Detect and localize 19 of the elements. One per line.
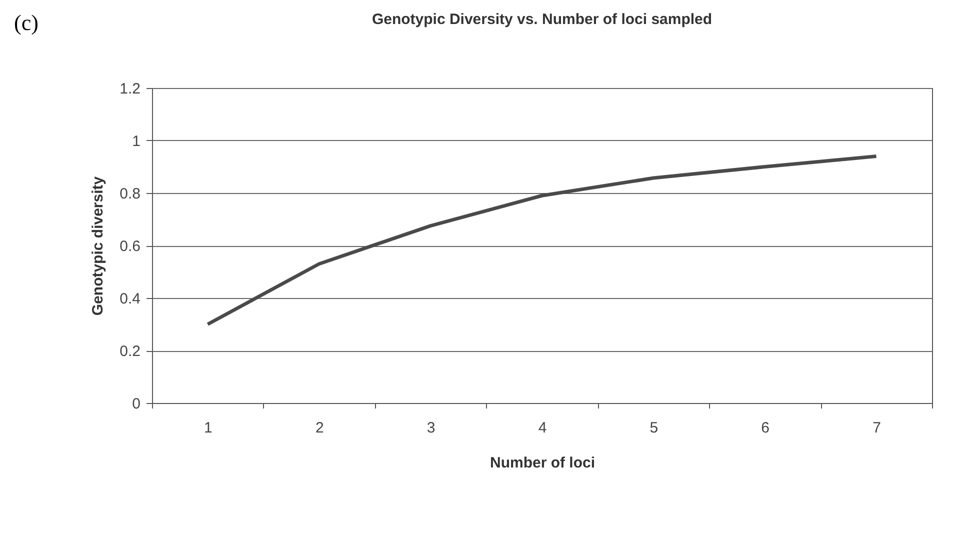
y-tick-label: 0 — [132, 396, 140, 412]
line-series — [206, 154, 878, 326]
y-tick-label: 1 — [132, 133, 140, 150]
y-tick-label: 0.8 — [120, 186, 140, 202]
y-tick-label: 1.2 — [120, 80, 140, 98]
x-tick-label: 6 — [761, 420, 770, 436]
text: (c) — [14, 10, 38, 36]
y-tick-label: 0.2 — [120, 343, 140, 360]
x-axis-title: Number of loci — [490, 454, 596, 472]
y-tick-label: 0.6 — [120, 238, 140, 255]
y-tick-label: 0.4 — [120, 290, 140, 308]
x-tick-label: 1 — [204, 420, 212, 436]
x-tick-label: 4 — [538, 420, 547, 436]
x-tick-label: 2 — [315, 420, 324, 436]
x-tick-label: 7 — [872, 420, 881, 436]
chart-title: Genotypic Diversity vs. Number of loci sampled — [372, 11, 712, 28]
x-tick-label: 3 — [426, 420, 436, 436]
y-axis-title: Genotypic diversity — [90, 176, 107, 316]
x-tick-label: 5 — [650, 420, 658, 436]
